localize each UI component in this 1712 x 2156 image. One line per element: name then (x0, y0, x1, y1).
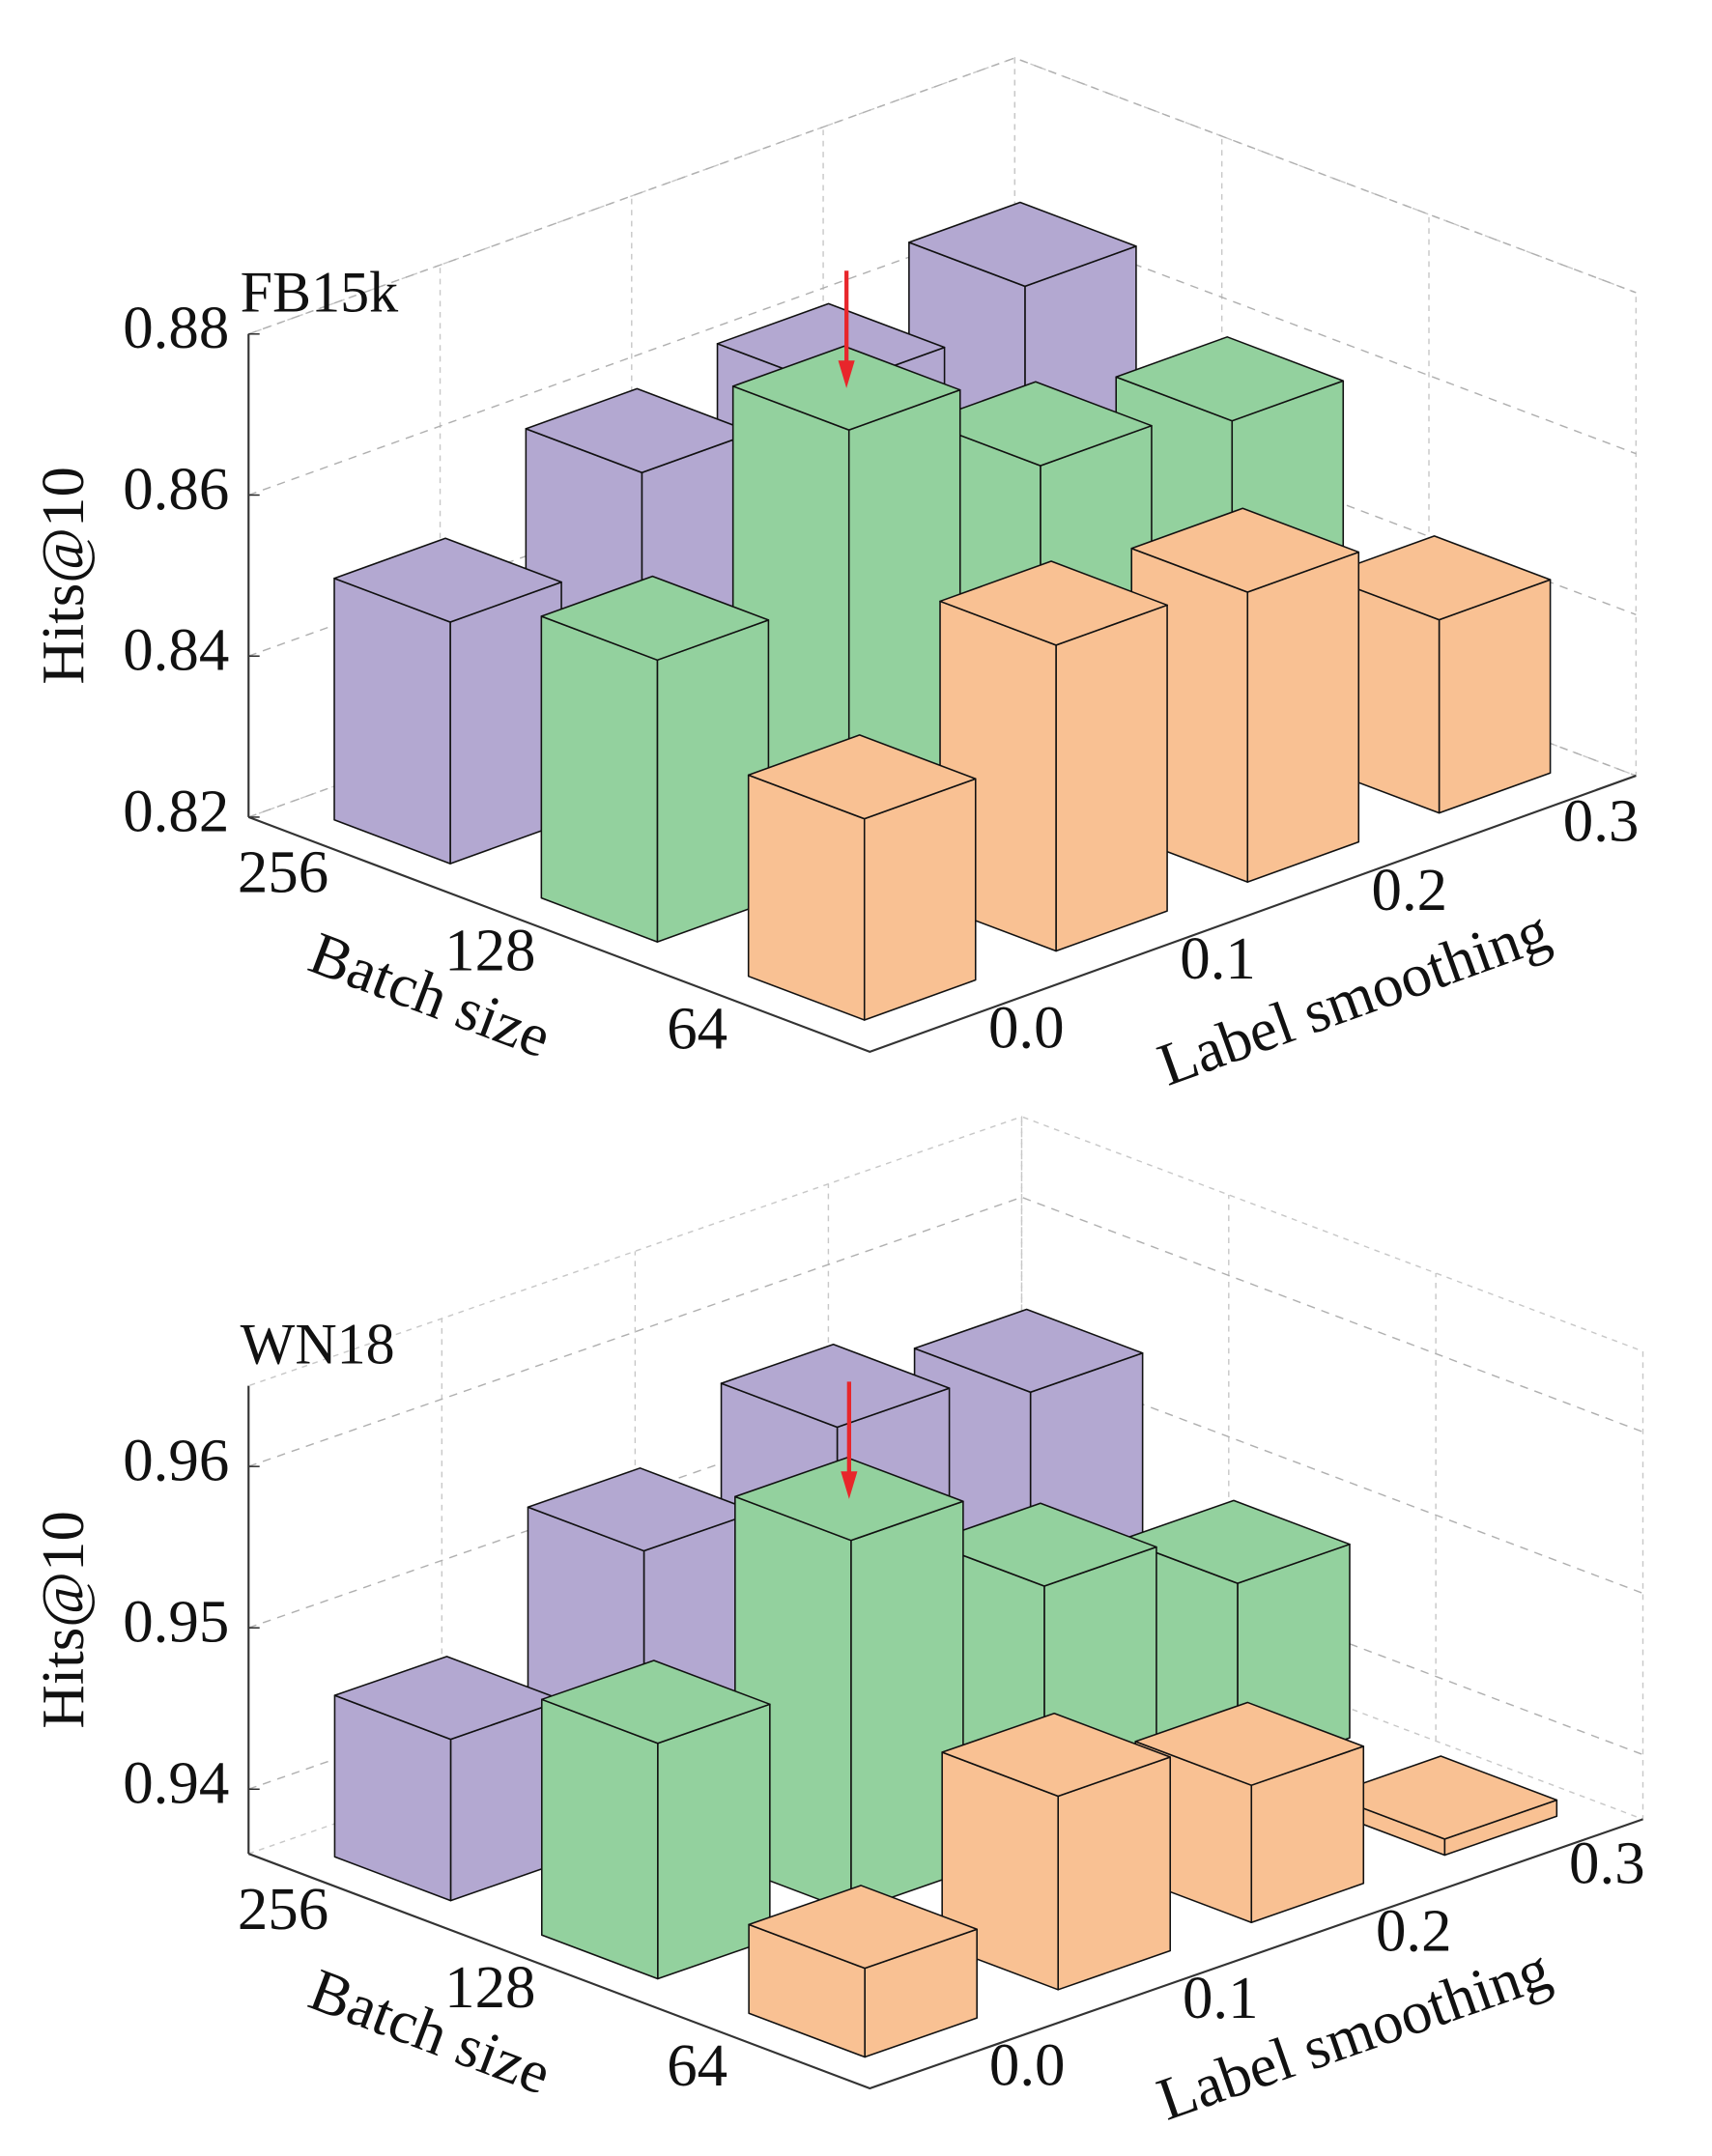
bar-face (1055, 604, 1168, 952)
col-label: 0.2 (1376, 1896, 1452, 1964)
bar-top (748, 1885, 978, 1970)
chart-title: WN18 (241, 1312, 395, 1376)
bar-face (863, 778, 977, 1021)
bar-top (1115, 336, 1345, 422)
col-label: 0.1 (1180, 924, 1256, 992)
highlight-arrowhead (838, 360, 855, 388)
grid-line (248, 1196, 1643, 1467)
row-label: 256 (238, 1875, 328, 1943)
bar-top (540, 1660, 771, 1745)
row-label: 128 (444, 1953, 535, 2021)
bar-top (908, 201, 1137, 288)
y-tick-label: 0.88 (123, 294, 229, 361)
row-label: 128 (444, 917, 535, 984)
bar-top (540, 575, 770, 662)
col-label: 0.3 (1563, 786, 1640, 854)
highlight-arrowhead (841, 1471, 858, 1499)
y-tick-label: 0.96 (123, 1427, 229, 1494)
floor-axes (247, 775, 1637, 1053)
bar-top (924, 381, 1153, 467)
bar-face (1057, 1756, 1172, 1991)
bar-top (941, 1712, 1172, 1798)
y-axis-title: Hits@10 (29, 467, 97, 685)
bar-top (333, 537, 562, 623)
bar-top (1327, 1755, 1558, 1840)
bar-face (333, 577, 451, 865)
bar-face (540, 1698, 659, 1980)
y-tick-label: 0.84 (123, 616, 229, 684)
bar-top (720, 1343, 951, 1429)
y-tick-label: 0.95 (123, 1588, 229, 1656)
row-label: 256 (238, 838, 328, 906)
bar-top (731, 345, 961, 431)
y-tick-label: 0.86 (123, 455, 229, 523)
bar-top (1134, 1701, 1365, 1786)
row-label: 64 (667, 995, 728, 1063)
col-label: 0.1 (1183, 1964, 1259, 2031)
y-tick-label: 0.82 (123, 777, 229, 844)
col-label: 0.0 (989, 2031, 1066, 2099)
bar-top (939, 560, 1168, 646)
bar-face (1246, 551, 1360, 883)
floor-axes (247, 1818, 1643, 2090)
bar-top (927, 1502, 1157, 1587)
chart-title: FB15k (241, 260, 398, 324)
bar-face (1438, 579, 1552, 814)
bar-top (1121, 1499, 1351, 1584)
y-tick-label: 0.94 (123, 1749, 229, 1817)
col-label: 0.3 (1569, 1830, 1645, 1897)
row-label: 64 (667, 2031, 728, 2099)
bar-face (540, 615, 659, 943)
col-label: 0.0 (988, 994, 1065, 1062)
bar-top (747, 734, 977, 820)
grid-line (248, 1357, 1643, 1629)
col-label: 0.2 (1372, 856, 1448, 923)
bar-top (1322, 535, 1552, 621)
bar-top (913, 1308, 1144, 1394)
bar-top (1130, 507, 1360, 593)
grid-line (248, 1518, 1643, 1790)
y-axis-title: Hits@10 (29, 1511, 97, 1729)
